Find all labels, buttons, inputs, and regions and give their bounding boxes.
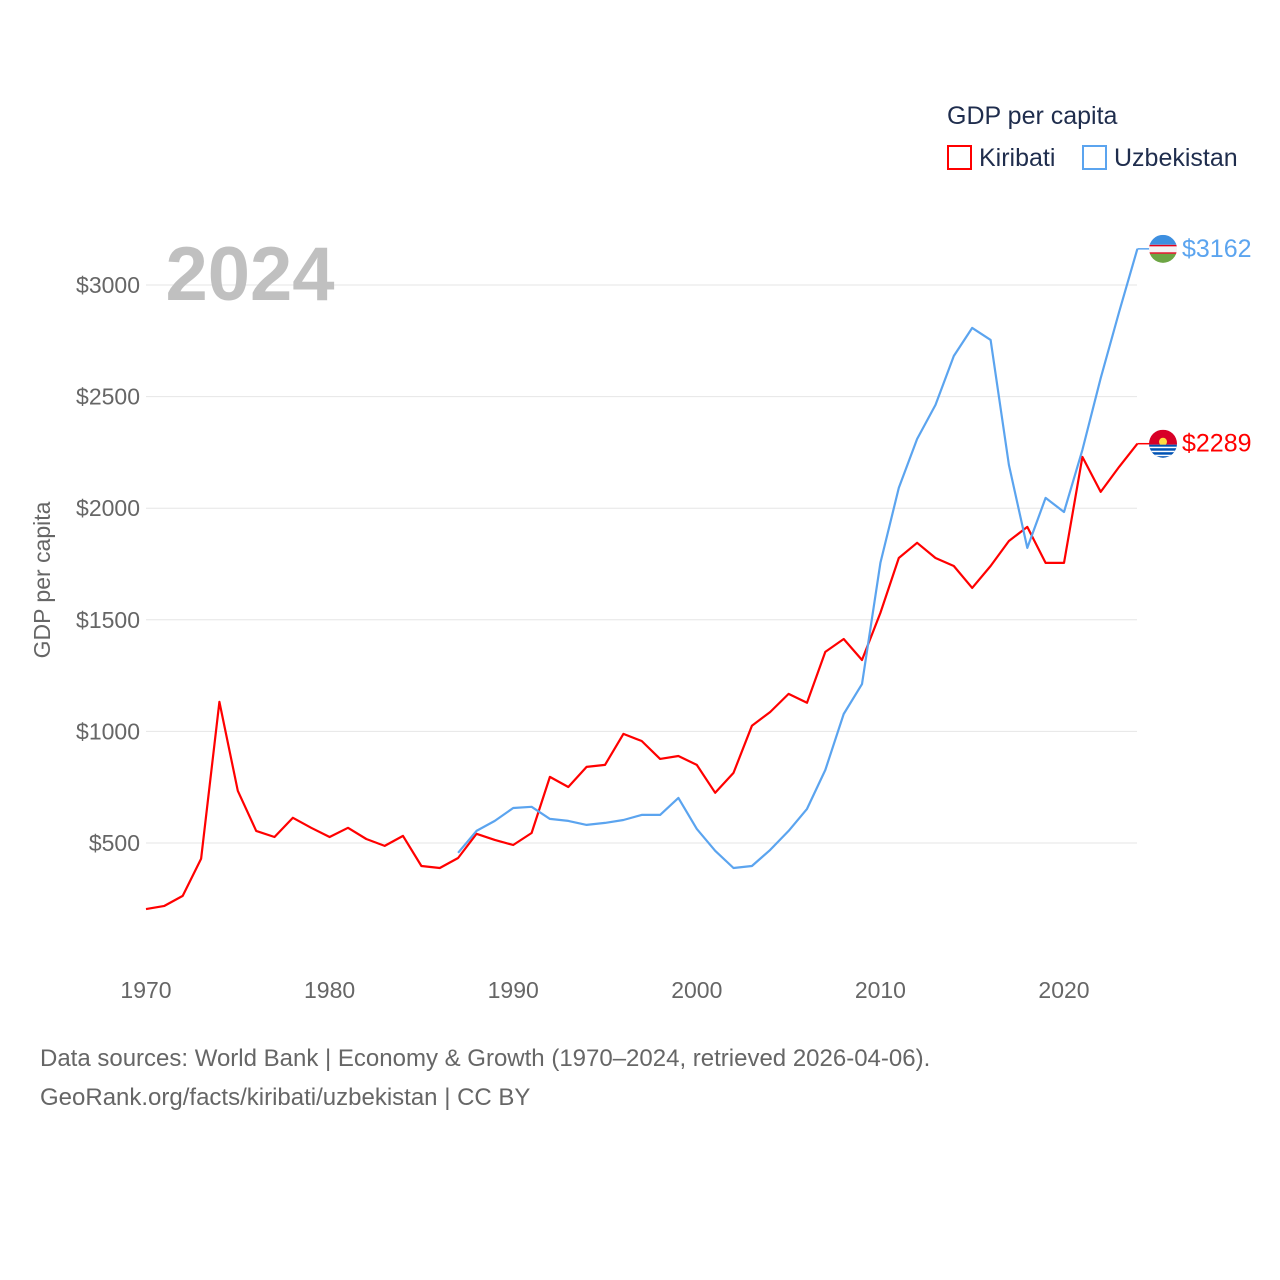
uzbekistan-flag-icon — [1149, 234, 1177, 263]
x-tick-label: 1970 — [120, 977, 171, 1003]
legend-title: GDP per capita — [947, 102, 1118, 130]
end-value-label-kiribati: $2289 — [1182, 430, 1252, 458]
legend-label-kiribati[interactable]: Kiribati — [979, 144, 1055, 172]
y-tick-label: $1500 — [76, 607, 140, 633]
legend-swatch-kiribati[interactable] — [947, 145, 972, 170]
source-note: Data sources: World Bank | Economy & Gro… — [40, 1045, 931, 1072]
y-tick-label: $3000 — [76, 272, 140, 298]
source-link[interactable]: GeoRank.org/facts/kiribati/uzbekistan | … — [40, 1084, 531, 1111]
x-tick-label: 2020 — [1038, 977, 1089, 1003]
x-tick-label: 1990 — [488, 977, 539, 1003]
kiribati-flag-icon — [1149, 429, 1177, 458]
x-tick-label: 1980 — [304, 977, 355, 1003]
end-value-label-uzbekistan: $3162 — [1182, 235, 1252, 263]
legend-swatch-uzbekistan[interactable] — [1082, 145, 1107, 170]
x-tick-label: 2010 — [855, 977, 906, 1003]
x-tick-label: 2000 — [671, 977, 722, 1003]
legend-label-uzbekistan[interactable]: Uzbekistan — [1114, 144, 1238, 172]
y-tick-label: $500 — [89, 830, 140, 856]
year-label: 2024 — [165, 232, 334, 317]
series-line-uzbekistan — [457, 248, 1139, 870]
y-tick-label: $2500 — [76, 384, 140, 410]
series-line-kiribati — [145, 443, 1139, 911]
y-tick-label: $1000 — [76, 718, 140, 744]
y-axis-label: GDP per capita — [29, 501, 55, 658]
y-tick-label: $2000 — [76, 495, 140, 521]
